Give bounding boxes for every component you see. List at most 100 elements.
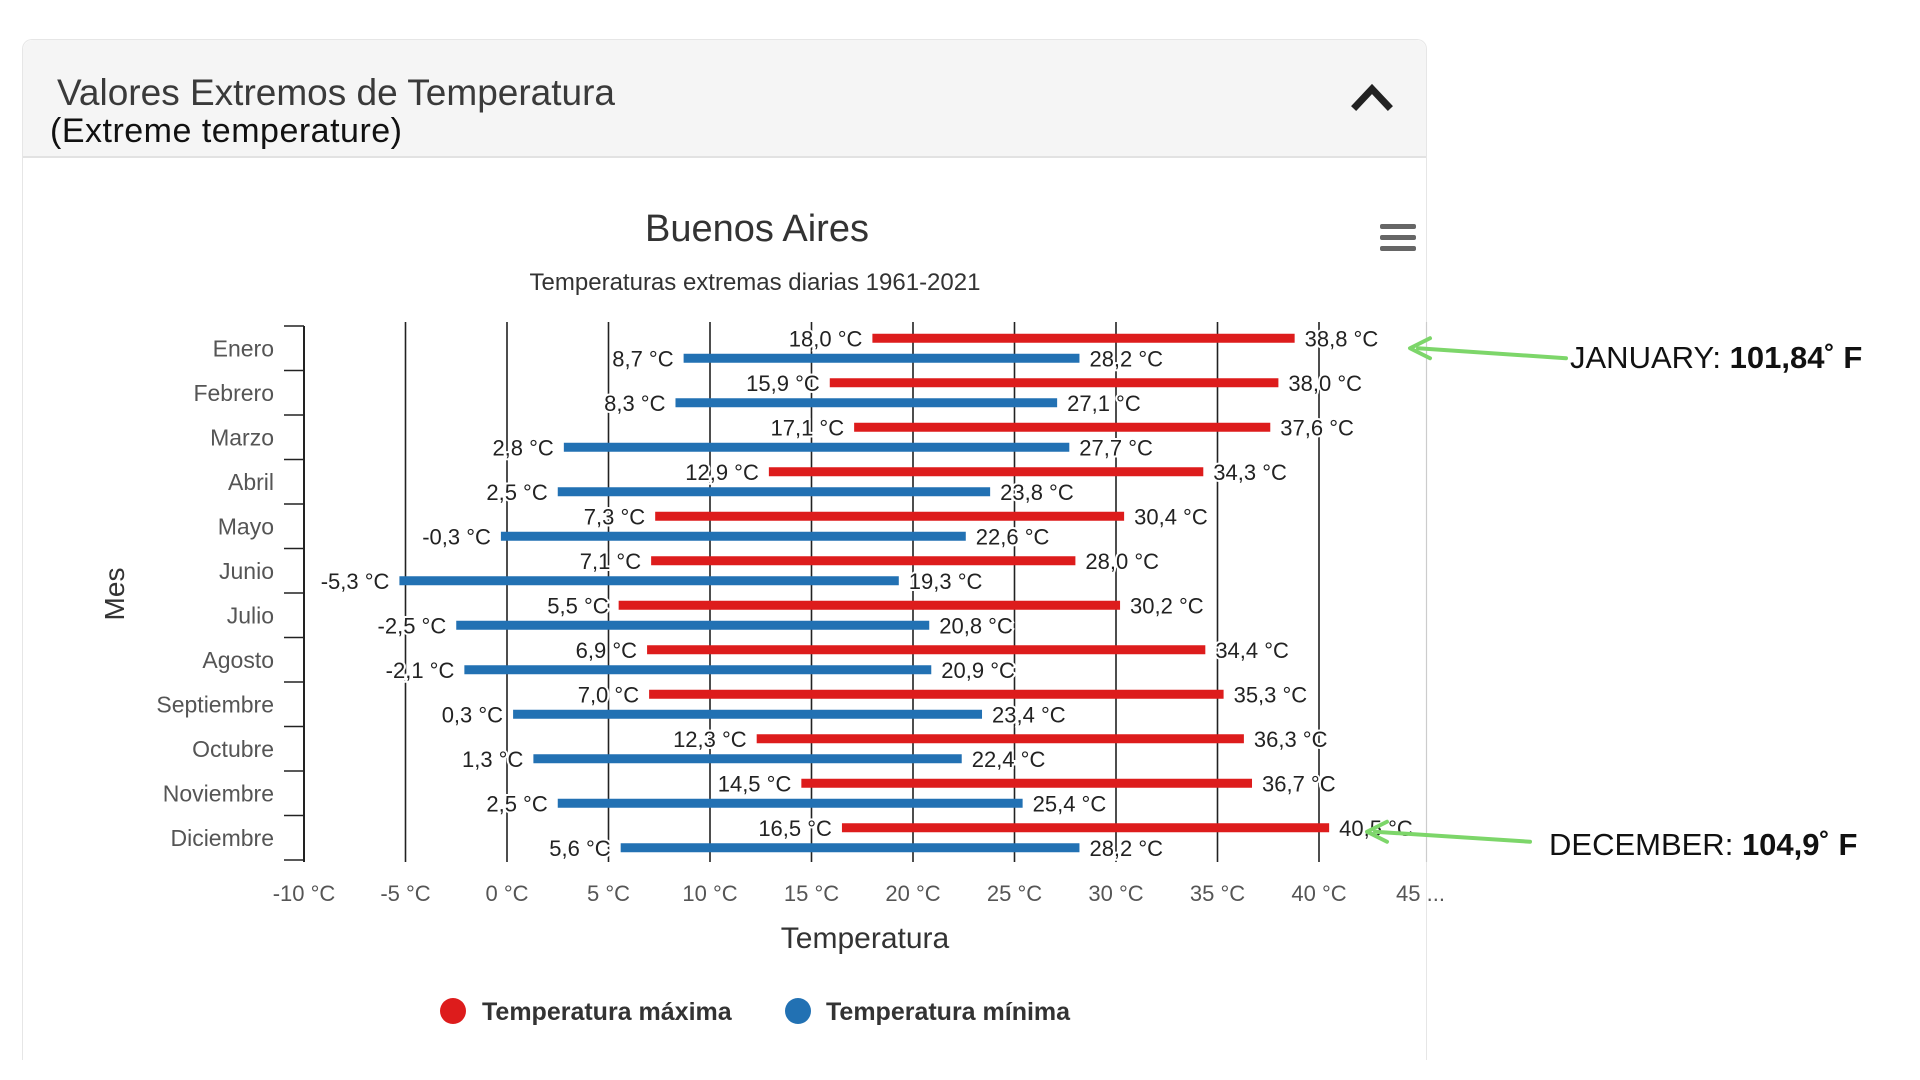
data-label: 30,2 °C [1130,593,1204,618]
category-label: Enero [213,335,274,361]
data-label: 37,6 °C [1280,415,1354,440]
max-temperature-bar [768,467,1204,477]
collapse-button[interactable] [1347,74,1397,118]
data-label: 27,1 °C [1067,391,1141,416]
x-tick-label: -10 °C [273,881,336,906]
min-temperature-bar [557,487,991,497]
x-tick-label: 25 °C [987,881,1042,906]
chart-panel: Valores Extremos de Temperatura (Extreme… [22,39,1427,1060]
x-tick-label: 45 ... [1396,881,1445,906]
max-temperature-bar [618,600,1121,610]
chevron-up-icon [1351,83,1393,111]
data-label: 16,5 °C [758,816,832,841]
max-temperature-bar [801,778,1253,788]
x-tick-label: 20 °C [885,881,940,906]
panel-header[interactable]: Valores Extremos de Temperatura (Extreme… [23,40,1426,158]
data-label: 38,8 °C [1305,326,1379,351]
category-label: Abril [228,469,274,495]
data-label: -0,3 °C [422,524,491,549]
category-label: Diciembre [170,825,274,851]
x-tick-label: 15 °C [784,881,839,906]
x-tick-label: 35 °C [1190,881,1245,906]
max-temperature-bar [647,645,1206,655]
data-label: 20,8 °C [939,613,1013,638]
data-label: 28,2 °C [1089,346,1163,371]
data-label: 8,3 °C [604,391,665,416]
data-label: 22,6 °C [976,524,1050,549]
min-temperature-bar [533,754,962,764]
data-label: 20,9 °C [941,658,1015,683]
min-temperature-bar [557,798,1023,808]
arrow-head [1365,819,1389,844]
arrow-head [1408,336,1432,361]
annotation-december-label: DECEMBER: [1549,827,1734,862]
data-label: 36,7 °C [1262,771,1336,796]
min-temperature-bar [683,353,1080,363]
max-temperature-bar [829,378,1279,388]
x-tick-label: 5 °C [587,881,630,906]
data-label: 15,9 °C [746,371,820,396]
data-label: 7,0 °C [578,682,639,707]
data-label: 5,6 °C [549,836,610,861]
data-label: 18,0 °C [789,326,863,351]
panel-title: Valores Extremos de Temperatura [57,72,615,113]
data-label: 0,3 °C [442,702,503,727]
annotation-december-value: 104,9˚ F [1741,827,1858,862]
data-label: 36,3 °C [1254,727,1328,752]
max-temperature-bar [872,333,1295,343]
category-label: Julio [227,602,274,628]
data-label: 23,8 °C [1000,480,1074,505]
annotation-january: JANUARY: 101,84˚ F [1570,340,1862,376]
data-label: 23,4 °C [992,702,1066,727]
category-label: Septiembre [156,691,274,717]
max-temperature-bar [841,823,1330,833]
legend-marker [440,998,466,1024]
legend-marker [785,998,811,1024]
x-tick-label: 10 °C [682,881,737,906]
min-temperature-bar [456,620,930,630]
data-label: 7,3 °C [584,504,645,529]
data-label: 22,4 °C [972,747,1046,772]
min-temperature-bar [464,665,932,675]
category-label: Octubre [192,736,274,762]
data-label: 8,7 °C [612,346,673,371]
data-label: 34,4 °C [1215,638,1289,663]
max-temperature-bar [649,689,1224,699]
panel-subtitle: (Extreme temperature) [50,112,403,150]
annotation-arrow [1365,819,1532,844]
data-label: 12,9 °C [685,460,759,485]
y-axis-title: Mes [99,568,130,621]
data-label: 35,3 °C [1234,682,1308,707]
data-label: 28,2 °C [1089,836,1163,861]
legend-label: Temperatura mínima [826,998,1071,1026]
max-temperature-bar [651,556,1076,566]
category-label: Febrero [193,380,274,406]
chart-subtitle: Temperaturas extremas diarias 1961-2021 [530,269,981,296]
data-label: 12,3 °C [673,727,747,752]
data-label: 38,0 °C [1288,371,1362,396]
min-temperature-bar [620,843,1080,853]
data-label: 6,9 °C [576,638,637,663]
data-label: 27,7 °C [1079,435,1153,460]
hamburger-menu-icon [1380,224,1416,251]
category-label: Marzo [210,424,274,450]
data-label: 2,5 °C [486,791,547,816]
max-temperature-bar [854,422,1271,432]
data-label: -2,1 °C [386,658,455,683]
data-label: 1,3 °C [462,747,523,772]
data-label: 19,3 °C [909,569,983,594]
annotation-january-value: 101,84˚ F [1729,340,1863,375]
min-temperature-bar [500,531,966,541]
data-label: 2,5 °C [486,480,547,505]
min-temperature-bar [563,442,1070,452]
category-label: Agosto [202,647,274,673]
menu-button[interactable] [1378,220,1420,256]
chart-title: Buenos Aires [645,208,869,250]
chart-legend: Temperatura máxima Temperatura mínima [440,998,1071,1026]
x-tick-label: 30 °C [1088,881,1143,906]
min-temperature-bar [399,576,899,586]
data-label: 30,4 °C [1134,504,1208,529]
x-tick-label: -5 °C [380,881,430,906]
data-label: 17,1 °C [771,415,845,440]
